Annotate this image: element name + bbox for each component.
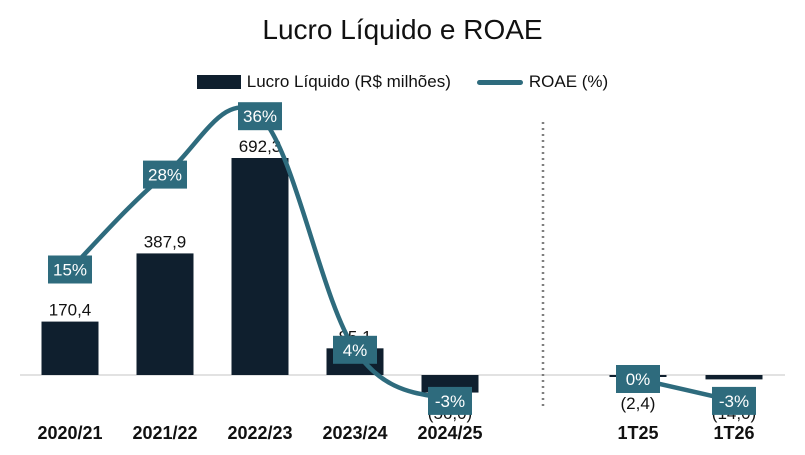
bar-2021/22 [136, 253, 194, 375]
bar-2022/23 [231, 158, 289, 375]
x-tick-label-2022/23: 2022/23 [227, 423, 292, 443]
bar-value-label-2020/21: 170,4 [49, 301, 92, 320]
bar-value-label-1T25: (2,4) [621, 394, 656, 413]
bar-value-label-2022/23: 692,3 [239, 137, 282, 156]
x-tick-label-2020/21: 2020/21 [37, 423, 102, 443]
roae-label-2020/21: 15% [53, 261, 87, 280]
legend-label-roae: ROAE (%) [528, 72, 609, 91]
x-tick-label-2021/22: 2021/22 [132, 423, 197, 443]
roae-label-1T26: -3% [719, 392, 749, 411]
roae-label-box-2021/22 [143, 160, 187, 189]
legend-label-lucro: Lucro Líquido (R$ milhões) [246, 72, 451, 91]
roae-label-box-2020/21 [48, 255, 92, 284]
roae-label-box-1T25 [616, 365, 660, 393]
legend-bar-swatch [196, 75, 241, 89]
x-tick-label-1T26: 1T26 [713, 423, 754, 443]
legend-item-roae: ROAE (%) [476, 72, 609, 92]
legend-item-lucro: Lucro Líquido (R$ milhões) [196, 72, 451, 92]
legend-line-swatch [476, 79, 523, 85]
x-tick-label-2024/25: 2024/25 [417, 423, 482, 443]
x-tick-label-2023/24: 2023/24 [322, 423, 387, 443]
roae-label-2022/23: 36% [243, 107, 277, 126]
roae-label-2021/22: 28% [148, 166, 182, 185]
roae-label-1T25: 0% [626, 370, 651, 389]
roae-label-box-2024/25 [428, 386, 472, 415]
chart-title: Lucro Líquido e ROAE [262, 14, 543, 45]
roae-label-2023/24: 4% [343, 341, 368, 360]
bar-1T26 [705, 375, 763, 380]
roae-label-box-2022/23 [238, 102, 282, 131]
x-tick-label-1T25: 1T25 [617, 423, 658, 443]
chart-legend: Lucro Líquido (R$ milhões) ROAE (%) [0, 72, 805, 92]
roae-label-box-1T26 [712, 386, 756, 415]
roae-label-2024/25: -3% [435, 392, 465, 411]
roae-label-box-2023/24 [333, 335, 377, 364]
bar-value-label-2021/22: 387,9 [144, 232, 187, 251]
bar-2020/21 [41, 321, 99, 375]
